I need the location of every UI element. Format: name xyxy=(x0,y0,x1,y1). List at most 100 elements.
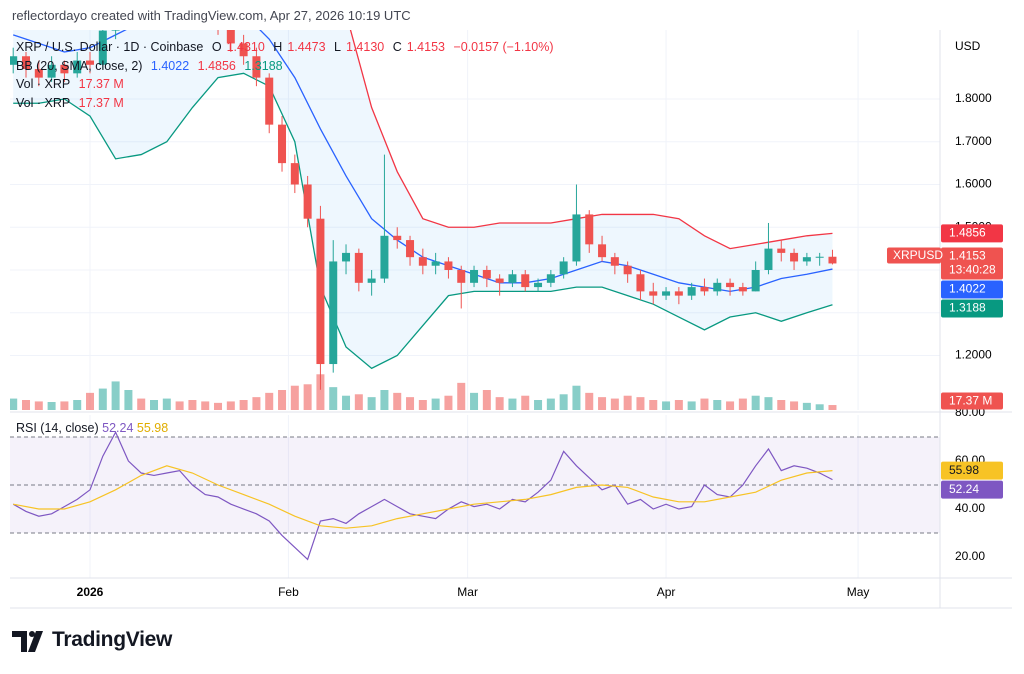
vol-value: 17.37 M xyxy=(78,77,124,92)
candle-body xyxy=(534,282,543,288)
ohlc-value: 1.4310 xyxy=(226,40,265,54)
candle-body xyxy=(623,265,632,275)
volume-bar xyxy=(802,402,811,410)
candle-body xyxy=(290,163,299,185)
candle-body xyxy=(572,214,581,262)
legend: XRP / U.S. Dollar · 1D · Coinbase O 1.431… xyxy=(16,38,559,113)
volume-bar xyxy=(214,402,223,410)
y-tick-label: 1.6000 xyxy=(955,177,992,191)
candle-body xyxy=(60,64,69,74)
volume-bar xyxy=(252,397,261,410)
volume-bar xyxy=(662,401,671,410)
candle-body xyxy=(482,269,491,279)
candle-body xyxy=(73,60,82,74)
candle-body xyxy=(764,248,773,270)
candle-body xyxy=(201,0,209,5)
candle-body xyxy=(444,261,453,270)
candle-body xyxy=(278,124,287,164)
price-tag xyxy=(941,480,1003,499)
rsi-line xyxy=(13,465,833,529)
volume-bar xyxy=(393,392,402,410)
volume-bar xyxy=(60,401,69,410)
rsi-line xyxy=(12,430,833,561)
candle-body xyxy=(10,56,18,65)
brand: TradingView xyxy=(52,628,173,651)
y-tick-label: 1.8000 xyxy=(955,91,992,105)
ohlc-value: 1.4153 xyxy=(406,40,445,54)
candle-body xyxy=(738,287,747,292)
candle-body xyxy=(674,291,683,296)
candle-body xyxy=(585,214,594,245)
volume-bar xyxy=(406,397,415,410)
volume-bar xyxy=(278,390,287,410)
bb-upper-value: 1.4856 xyxy=(197,58,236,73)
volume-bar xyxy=(444,395,453,410)
candle-body xyxy=(316,218,325,365)
candle-body xyxy=(418,257,427,266)
price-tag xyxy=(941,461,1003,480)
volume-bar xyxy=(828,405,837,410)
price-tag xyxy=(941,392,1003,410)
vol-title: Vol · XRP xyxy=(16,77,71,92)
candle-body xyxy=(777,248,786,253)
candle-body xyxy=(649,291,658,296)
volume-bar xyxy=(239,400,248,410)
price-tag-label: 17.37 M xyxy=(949,394,992,408)
candle-body xyxy=(790,252,799,262)
volume-bar xyxy=(226,401,235,410)
volume-bar xyxy=(86,392,95,410)
price-tag-label: 1.4022 xyxy=(949,282,986,296)
candle-body xyxy=(521,274,530,288)
candle-body xyxy=(598,244,607,258)
y-tick-label: 40.00 xyxy=(955,501,985,515)
price-tag xyxy=(941,247,1003,280)
volume-bar xyxy=(777,400,786,410)
volume-bar xyxy=(764,397,773,410)
volume-bar xyxy=(572,385,581,410)
candle-body xyxy=(252,56,261,78)
x-tick-label: May xyxy=(847,585,870,599)
candle-body xyxy=(367,278,376,283)
volume-bar xyxy=(342,395,351,410)
x-tick-label: Mar xyxy=(457,585,478,599)
price-tag xyxy=(941,299,1003,318)
price-tag xyxy=(941,224,1003,243)
legend-row: XRP / U.S. Dollar · 1D · Coinbase O 1.431… xyxy=(16,38,559,57)
volume-bar xyxy=(534,400,543,410)
candle-body xyxy=(700,287,709,292)
x-tick-label: 2026 xyxy=(77,585,104,599)
ohlc-letter: L xyxy=(334,40,341,54)
change: −0.0157 (−1.10%) xyxy=(453,40,554,54)
price-tag-label: 13:40:28 xyxy=(949,263,996,277)
bb-upper xyxy=(349,30,833,250)
ohlc-value: 1.4473 xyxy=(287,40,326,54)
volume-bar xyxy=(431,398,440,410)
volume-bar xyxy=(329,387,338,410)
candle-body xyxy=(406,240,415,258)
x-tick-label: Apr xyxy=(657,585,676,599)
volume-bar xyxy=(418,400,427,410)
volume-bar xyxy=(636,397,645,410)
ohlc-letter: O xyxy=(211,40,222,54)
volume-bar xyxy=(623,395,632,410)
header: reflectordayo created with TradingView.c… xyxy=(12,8,411,23)
candle-body xyxy=(751,269,760,292)
vol-value: 17.37 M xyxy=(78,96,124,111)
volume-bar xyxy=(22,400,31,410)
price-tag-label: 1.3188 xyxy=(949,301,986,315)
price-pane xyxy=(10,0,940,410)
volume-bar xyxy=(482,390,491,410)
volume-bar xyxy=(354,394,363,410)
ohlc-letter: H xyxy=(273,40,283,54)
volume-bar xyxy=(508,398,517,410)
y-tick-label: 1.7000 xyxy=(955,134,992,148)
candle-body xyxy=(559,261,568,275)
volume-bar xyxy=(674,400,683,410)
volume-bar xyxy=(124,390,133,410)
volume-bar xyxy=(585,392,594,410)
y-tick-label: 1.2000 xyxy=(955,348,992,362)
volume-bar xyxy=(559,394,568,410)
volume-bar xyxy=(137,398,146,410)
